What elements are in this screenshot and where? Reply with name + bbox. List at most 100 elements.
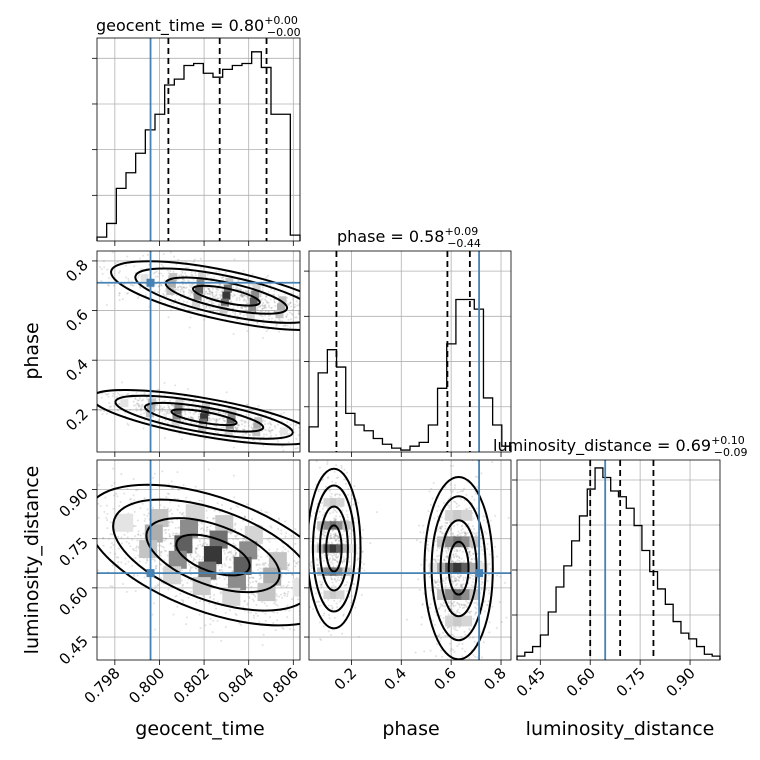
- sample-point: [291, 573, 294, 576]
- sample-point: [256, 555, 259, 558]
- sample-point: [325, 302, 327, 304]
- sample-point: [328, 558, 331, 561]
- sample-point: [217, 411, 220, 414]
- sample-point: [504, 581, 507, 584]
- sample-point: [319, 306, 321, 308]
- sample-point: [441, 604, 444, 607]
- density-cells: [140, 271, 287, 320]
- sample-point: [237, 538, 240, 541]
- sample-point: [267, 311, 270, 314]
- sample-point: [237, 506, 240, 509]
- sample-point: [200, 522, 203, 525]
- sample-point: [352, 503, 355, 506]
- sample-point: [86, 515, 88, 517]
- sample-point: [199, 266, 202, 269]
- sample-point: [120, 542, 123, 545]
- sample-point: [135, 409, 138, 412]
- density-cell: [323, 498, 332, 507]
- sample-point: [107, 284, 110, 287]
- sample-point: [452, 430, 454, 432]
- sample-point: [310, 561, 313, 564]
- sample-point: [152, 272, 155, 275]
- sample-point: [209, 618, 212, 621]
- density-cell: [310, 544, 320, 553]
- sample-point: [215, 420, 218, 423]
- sample-point: [115, 492, 118, 495]
- sample-point: [444, 585, 447, 588]
- sample-point: [215, 583, 218, 586]
- sample-point: [472, 517, 475, 520]
- sample-point: [290, 534, 293, 537]
- sample-point: [249, 581, 252, 584]
- sample-point: [458, 577, 461, 580]
- sample-point: [328, 617, 331, 620]
- sample-point: [441, 577, 444, 580]
- sample-point: [218, 510, 221, 513]
- sample-point: [202, 267, 205, 270]
- sample-point: [314, 526, 317, 529]
- sample-point: [419, 531, 422, 534]
- sample-point: [447, 548, 450, 551]
- sample-point: [123, 533, 126, 536]
- sample-point: [330, 541, 333, 544]
- sample-point: [80, 518, 82, 520]
- sample-point: [353, 456, 355, 458]
- sample-point: [322, 414, 324, 416]
- sample-point: [166, 410, 169, 413]
- sample-point: [436, 549, 439, 552]
- sample-point: [257, 306, 260, 309]
- sample-point: [224, 626, 227, 629]
- sample-point: [262, 435, 265, 438]
- sample-point: [172, 532, 175, 535]
- sample-point: [228, 566, 231, 569]
- sample-point: [157, 388, 160, 391]
- sample-point: [286, 616, 289, 619]
- sample-point: [206, 292, 209, 295]
- sample-point: [165, 537, 168, 540]
- sample-point: [134, 525, 137, 528]
- sample-point: [449, 601, 452, 604]
- sample-point: [156, 404, 159, 407]
- sample-point: [211, 291, 214, 294]
- sample-point: [343, 530, 346, 533]
- sample-point: [251, 273, 254, 276]
- sample-point: [259, 575, 262, 578]
- sample-point: [194, 271, 197, 274]
- tick-label-x: 0.806: [259, 664, 302, 707]
- sample-point: [472, 653, 475, 656]
- sample-point: [472, 585, 475, 588]
- sample-point: [468, 628, 471, 631]
- sample-point: [468, 576, 471, 579]
- sample-point: [193, 258, 196, 261]
- sample-point: [451, 633, 454, 636]
- sample-point: [218, 569, 221, 572]
- sample-point: [350, 601, 353, 604]
- sample-point: [414, 651, 417, 654]
- sample-point: [304, 603, 306, 605]
- sample-point: [265, 330, 268, 333]
- sample-point: [440, 525, 443, 528]
- sample-point: [338, 493, 341, 496]
- sample-point: [288, 311, 291, 314]
- sample-point: [158, 288, 161, 291]
- sample-point: [273, 300, 276, 303]
- sample-point: [235, 614, 238, 617]
- sample-point: [468, 627, 471, 630]
- sample-point: [251, 598, 254, 601]
- sample-point: [272, 622, 275, 625]
- sample-point: [78, 399, 80, 401]
- sample-point: [243, 599, 246, 602]
- sample-point: [117, 547, 120, 550]
- sample-point: [117, 392, 120, 395]
- sample-point: [185, 616, 188, 619]
- sample-point: [224, 413, 227, 416]
- gridlines: [97, 38, 300, 241]
- sample-point: [206, 526, 209, 529]
- sample-point: [183, 286, 186, 289]
- sample-point: [459, 574, 462, 577]
- sample-point: [288, 562, 291, 565]
- sample-point: [420, 623, 423, 626]
- sample-point: [333, 519, 336, 522]
- sample-point: [305, 590, 307, 592]
- sample-point: [168, 533, 171, 536]
